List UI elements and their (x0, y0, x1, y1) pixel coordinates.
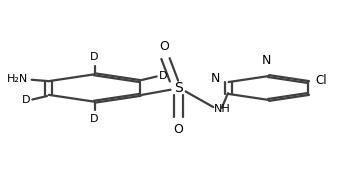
Text: D: D (21, 95, 30, 105)
Text: NH: NH (214, 104, 231, 114)
Text: H₂N: H₂N (7, 74, 28, 84)
Text: S: S (174, 81, 183, 95)
Text: D: D (90, 52, 99, 62)
Text: N: N (262, 54, 272, 67)
Text: D: D (90, 114, 99, 124)
Text: O: O (173, 123, 183, 136)
Text: D: D (159, 71, 168, 81)
Text: Cl: Cl (315, 74, 327, 87)
Text: O: O (159, 40, 169, 53)
Text: N: N (211, 72, 220, 85)
